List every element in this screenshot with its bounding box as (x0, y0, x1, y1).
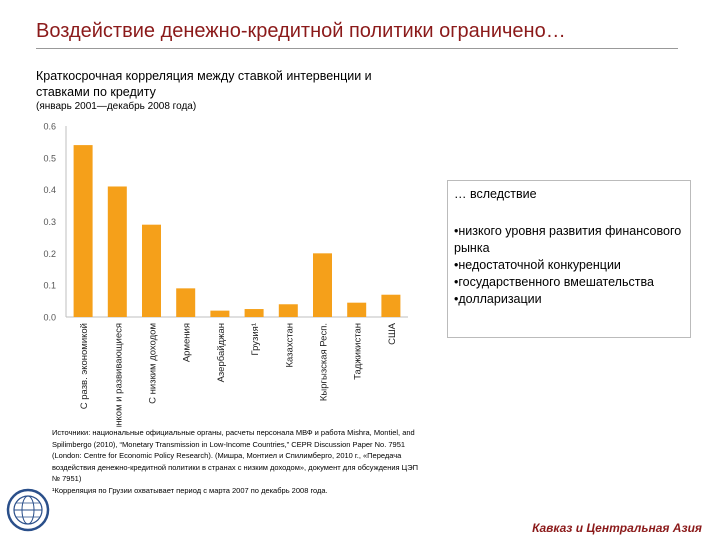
x-category-label: США (387, 322, 398, 345)
x-category-label: Грузия¹ (250, 323, 261, 356)
y-tick-label: 0.0 (43, 313, 56, 323)
callout-item: •низкого уровня развития финансового рын… (454, 224, 682, 255)
footnote-georgia: ¹Корреляция по Грузии охватывает период … (52, 485, 328, 495)
x-category-label: Казахстан (284, 323, 295, 368)
callout-item: •государственного вмешательства (454, 275, 654, 289)
bar (176, 288, 196, 317)
bar (347, 302, 367, 317)
bar (107, 186, 127, 317)
callout-lead: … вследствие (454, 187, 537, 201)
y-tick-label: 0.4 (43, 185, 56, 195)
imf-seal-icon (6, 488, 50, 532)
y-tick-label: 0.5 (43, 153, 56, 163)
x-category-label: С форм. рынком и развивающиеся (113, 323, 124, 427)
x-category-label: С разв. экономикой (79, 323, 90, 409)
y-tick-label: 0.6 (43, 122, 56, 132)
bar (313, 253, 332, 317)
callout-box: … вследствие •низкого уровня развития фи… (447, 180, 691, 338)
x-category-label: Армения (182, 323, 193, 362)
bar (278, 304, 298, 317)
y-tick-label: 0.1 (43, 281, 56, 291)
sources-note: Источники: национальные официальные орга… (52, 427, 422, 496)
sources-text: Источники: национальные официальные орга… (52, 428, 418, 483)
title-divider (36, 48, 678, 49)
x-category-label: С низким доходом (148, 323, 159, 404)
bar-chart: 0.0 0.1 0.2 0.3 0.4 0.5 0.6 С разв. экономикой С… (43, 122, 408, 427)
bar (73, 145, 93, 317)
bar (381, 294, 401, 317)
y-tick-label: 0.2 (43, 249, 56, 259)
x-category-label: Кыргызская Респ. (319, 323, 330, 401)
footer-region-label: Кавказ и Центральная Азия (532, 521, 702, 535)
chart-subtitle: Краткосрочная корреляция между ставкой и… (36, 69, 372, 99)
bar (244, 309, 264, 317)
bar (142, 224, 161, 317)
x-category-label: Азербайджан (216, 323, 227, 382)
x-category-label: Таджикистан (353, 323, 364, 380)
callout-item: •долларизации (454, 292, 542, 306)
y-tick-label: 0.3 (43, 217, 56, 227)
callout-item: •недостаточной конкуренции (454, 258, 621, 272)
chart-period: (январь 2001—декабрь 2008 года) (36, 101, 197, 112)
bar (210, 310, 230, 317)
slide-title: Воздействие денежно-кредитной политики о… (36, 20, 566, 42)
